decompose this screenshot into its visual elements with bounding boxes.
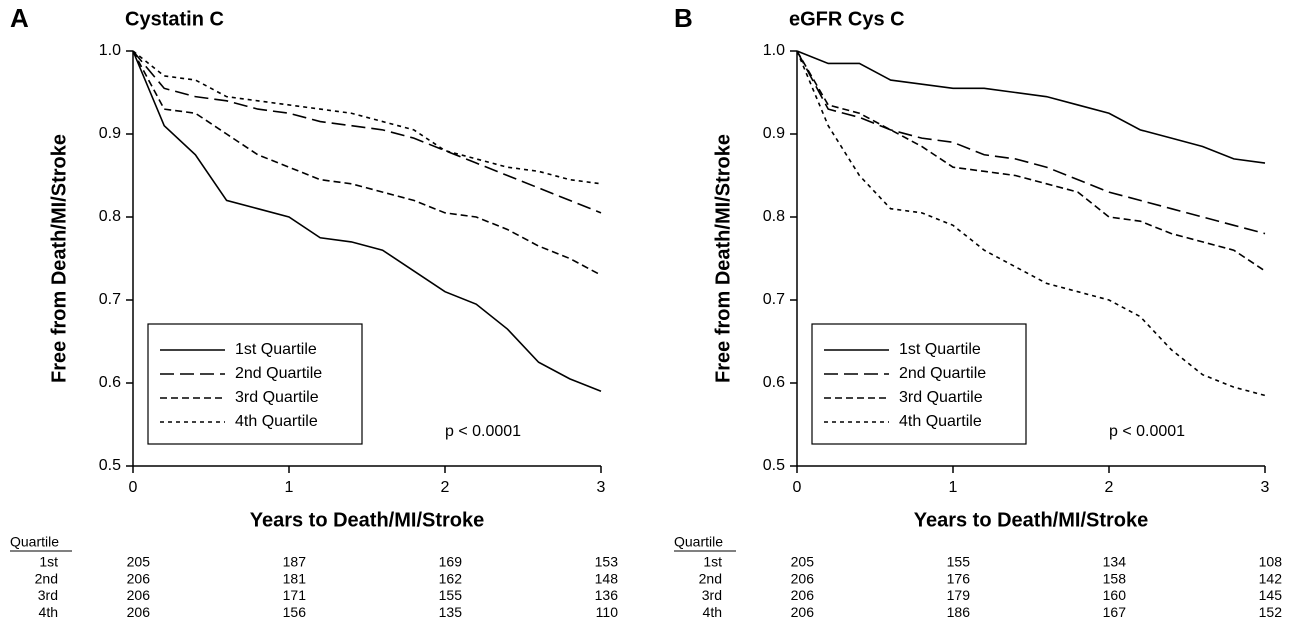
table-cell: 205 [791, 554, 815, 570]
x-tick-label: 0 [129, 479, 138, 496]
table-cell: 206 [127, 604, 151, 620]
km-curve [132, 50, 602, 393]
table-row-label: 1st [703, 554, 722, 570]
x-tick-label: 2 [1105, 479, 1114, 496]
table-cell: 145 [1259, 587, 1283, 603]
panel-letter: A [10, 3, 29, 33]
legend-text: 1st Quartile [899, 341, 981, 358]
table-cell: 171 [283, 587, 307, 603]
y-tick-label: 0.7 [99, 291, 121, 308]
table-cell: 156 [283, 604, 307, 620]
y-tick-label: 0.5 [99, 457, 121, 474]
table-header: Quartile [674, 534, 723, 550]
annotation: p < 0.0001 [445, 423, 521, 440]
x-tick-label: 0 [793, 479, 802, 496]
table-cell: 153 [595, 554, 619, 570]
table-cell: 206 [791, 587, 815, 603]
km-curve [796, 50, 1266, 272]
legend-text: 4th Quartile [899, 413, 982, 430]
y-tick-label: 1.0 [99, 42, 121, 59]
table-cell: 158 [1103, 570, 1127, 586]
y-tick-label: 1.0 [763, 42, 785, 59]
y-tick-label: 0.8 [99, 208, 121, 225]
table-cell: 206 [791, 570, 815, 586]
chart-title: eGFR Cys C [789, 8, 905, 30]
table-cell: 205 [127, 554, 151, 570]
table-row-label: 4th [703, 604, 722, 620]
table-cell: 179 [947, 587, 971, 603]
x-tick-label: 3 [1261, 479, 1270, 496]
y-axis-label: Free from Death/MI/Stroke [712, 134, 734, 383]
table-cell: 136 [595, 587, 619, 603]
y-tick-label: 0.6 [99, 374, 121, 391]
km-curve [132, 50, 602, 214]
table-cell: 134 [1103, 554, 1127, 570]
table-cell: 206 [127, 587, 151, 603]
x-tick-label: 3 [597, 479, 606, 496]
y-tick-label: 0.7 [763, 291, 785, 308]
table-cell: 160 [1103, 587, 1127, 603]
table-cell: 181 [283, 570, 307, 586]
table-row-label: 1st [39, 554, 58, 570]
table-cell: 135 [439, 604, 463, 620]
km-curve [796, 50, 1266, 397]
y-tick-label: 0.9 [763, 125, 785, 142]
table-cell: 206 [127, 570, 151, 586]
legend-box [811, 323, 1027, 445]
legend-text: 1st Quartile [235, 341, 317, 358]
table-cell: 142 [1259, 570, 1283, 586]
table-cell: 155 [439, 587, 463, 603]
table-cell: 110 [596, 604, 619, 620]
table-cell: 162 [439, 570, 463, 586]
table-header: Quartile [10, 534, 59, 550]
table-row-label: 2nd [35, 570, 58, 586]
km-curve [132, 50, 602, 185]
panel-letter: B [674, 3, 693, 33]
table-cell: 167 [1103, 604, 1127, 620]
table-cell: 206 [791, 604, 815, 620]
km-curve [796, 50, 1266, 164]
y-tick-label: 0.6 [763, 374, 785, 391]
x-tick-label: 2 [441, 479, 450, 496]
legend-text: 2nd Quartile [899, 365, 986, 382]
table-cell: 169 [439, 554, 463, 570]
table-row-label: 2nd [699, 570, 722, 586]
table-cell: 148 [595, 570, 619, 586]
chart-title: Cystatin C [125, 8, 224, 30]
y-axis-label: Free from Death/MI/Stroke [48, 134, 70, 383]
table-cell: 152 [1259, 604, 1283, 620]
table-row-label: 4th [39, 604, 58, 620]
annotation: p < 0.0001 [1109, 423, 1185, 440]
table-cell: 155 [947, 554, 971, 570]
table-row-label: 3rd [38, 587, 58, 603]
legend-text: 3rd Quartile [899, 389, 983, 406]
km-curve [132, 50, 602, 276]
table-cell: 186 [947, 604, 971, 620]
legend-text: 3rd Quartile [235, 389, 319, 406]
table-cell: 187 [283, 554, 307, 570]
y-tick-label: 0.9 [99, 125, 121, 142]
y-tick-label: 0.8 [763, 208, 785, 225]
km-curve [796, 50, 1266, 235]
legend-text: 4th Quartile [235, 413, 318, 430]
x-tick-label: 1 [949, 479, 958, 496]
y-tick-label: 0.5 [763, 457, 785, 474]
table-cell: 108 [1259, 554, 1283, 570]
x-tick-label: 1 [285, 479, 294, 496]
x-axis-label: Years to Death/MI/Stroke [914, 509, 1149, 531]
table-row-label: 3rd [702, 587, 722, 603]
legend-box [147, 323, 363, 445]
table-cell: 176 [947, 570, 971, 586]
x-axis-label: Years to Death/MI/Stroke [250, 509, 485, 531]
legend-text: 2nd Quartile [235, 365, 322, 382]
